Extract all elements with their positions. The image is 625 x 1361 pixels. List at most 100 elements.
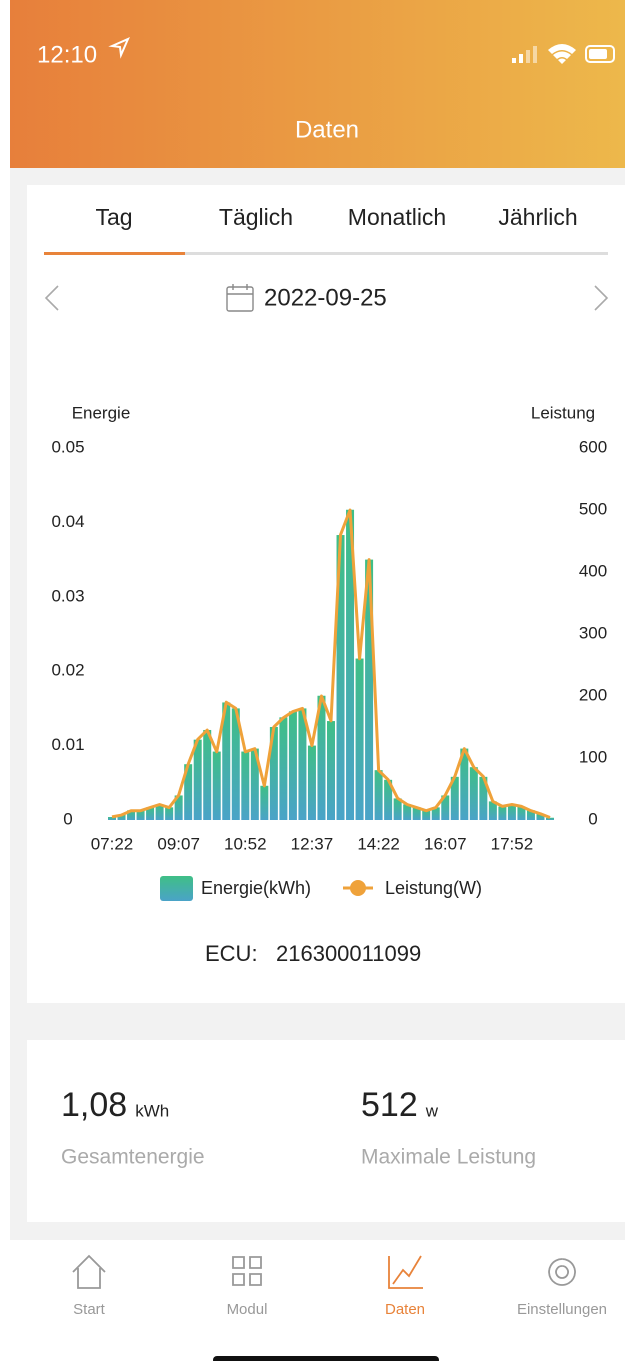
energy-bar (526, 810, 535, 820)
energy-bar (469, 767, 478, 820)
energy-bar (174, 795, 183, 820)
nav-icon[interactable] (548, 1258, 576, 1286)
energy-bar (288, 711, 297, 820)
energy-bar (127, 810, 136, 820)
energy-bar (298, 708, 307, 820)
x-tick-label: 12:37 (291, 834, 334, 853)
nav-label[interactable]: Modul (227, 1301, 268, 1318)
energy-bar (317, 695, 326, 820)
energy-bar (155, 804, 164, 820)
summary-value: 1,08 (61, 1086, 127, 1124)
chart-card (27, 185, 625, 1003)
energy-bar (488, 801, 497, 820)
energy-bar (241, 751, 250, 820)
header (10, 0, 625, 168)
energy-bar (355, 658, 364, 820)
summary-label: Gesamtenergie (61, 1146, 205, 1169)
ecu-label: ECU: (205, 941, 258, 966)
energy-bar (165, 807, 174, 820)
y2-tick-label: 100 (579, 747, 607, 766)
y2-tick-label: 0 (588, 809, 597, 828)
summary-unit: w (425, 1101, 439, 1120)
home-indicator (213, 1356, 439, 1361)
energy-bar (203, 729, 212, 820)
energy-bar (507, 804, 516, 820)
tab-track (44, 252, 608, 255)
next-button[interactable] (594, 285, 609, 311)
nav-label[interactable]: Daten (385, 1301, 425, 1318)
energy-bar (441, 795, 450, 820)
date-label[interactable]: 2022-09-25 (264, 284, 387, 311)
energy-bar (193, 739, 202, 820)
location-icon (108, 37, 130, 59)
nav-icon[interactable] (232, 1256, 262, 1286)
legend-swatch (160, 876, 193, 901)
energy-bar (231, 708, 240, 820)
energy-bar (346, 509, 355, 820)
nav-label[interactable]: Start (73, 1301, 106, 1318)
energy-bar (546, 817, 554, 820)
energy-bar (327, 721, 335, 820)
y2-tick-label: 200 (579, 685, 607, 704)
y2-tick-label: 300 (579, 623, 607, 642)
tab-indicator (44, 252, 185, 255)
tab[interactable]: Monatlich (348, 204, 446, 230)
energy-bar (117, 814, 126, 820)
ecu-value: 216300011099 (276, 941, 421, 966)
energy-bar (450, 776, 459, 820)
energy-bar (384, 779, 393, 820)
energy-bar (222, 702, 231, 820)
energy-bar (374, 770, 383, 820)
energy-bar (146, 807, 155, 820)
energy-bar (431, 807, 440, 820)
y2-tick-label: 600 (579, 437, 607, 456)
energy-bar (479, 776, 488, 820)
summary-label: Maximale Leistung (361, 1146, 536, 1169)
status-icons (512, 44, 615, 64)
tab[interactable]: Tag (95, 204, 132, 230)
energy-bar (517, 806, 526, 820)
energy-bar (212, 751, 221, 820)
y2-axis-label: Leistung (531, 403, 595, 422)
energy-bar (422, 810, 431, 820)
energy-bar (336, 535, 345, 820)
nav-bar (0, 1240, 625, 1361)
x-tick-label: 17:52 (491, 834, 534, 853)
calendar-icon (226, 284, 254, 312)
legend-label: Leistung(W) (385, 878, 482, 898)
energy-bar (108, 817, 116, 820)
y2-tick-label: 500 (579, 499, 607, 518)
y2-tick-label: 400 (579, 561, 607, 580)
nav-icon[interactable] (72, 1254, 106, 1289)
tab[interactable]: Jährlich (498, 204, 577, 230)
y-axis-label: Energie (72, 403, 131, 422)
y-tick-label: 0.05 (51, 437, 84, 456)
tab[interactable]: Täglich (219, 204, 293, 230)
prev-button[interactable] (44, 285, 59, 311)
energy-bar (498, 806, 507, 820)
energy-bar (269, 727, 278, 820)
legend-label: Energie(kWh) (201, 878, 311, 898)
energy-bar (250, 748, 259, 820)
nav-label[interactable]: Einstellungen (517, 1301, 607, 1318)
x-tick-label: 16:07 (424, 834, 467, 853)
summary-card (27, 1040, 625, 1222)
energy-bar (460, 748, 469, 820)
energy-bar (412, 807, 421, 820)
nav-icon[interactable] (388, 1255, 423, 1289)
x-tick-label: 14:22 (357, 834, 400, 853)
energy-bar (307, 745, 316, 820)
header-title: Daten (295, 116, 359, 143)
energy-bar (536, 814, 545, 820)
energy-bar (260, 785, 269, 820)
energy-bar (136, 810, 145, 820)
y-tick-label: 0.01 (51, 735, 84, 754)
energy-bar (365, 559, 374, 820)
status-time: 12:10 (37, 41, 97, 68)
x-tick-label: 10:52 (224, 834, 267, 853)
power-line (111, 508, 551, 819)
legend-marker (350, 880, 366, 896)
y-tick-label: 0 (63, 809, 72, 828)
